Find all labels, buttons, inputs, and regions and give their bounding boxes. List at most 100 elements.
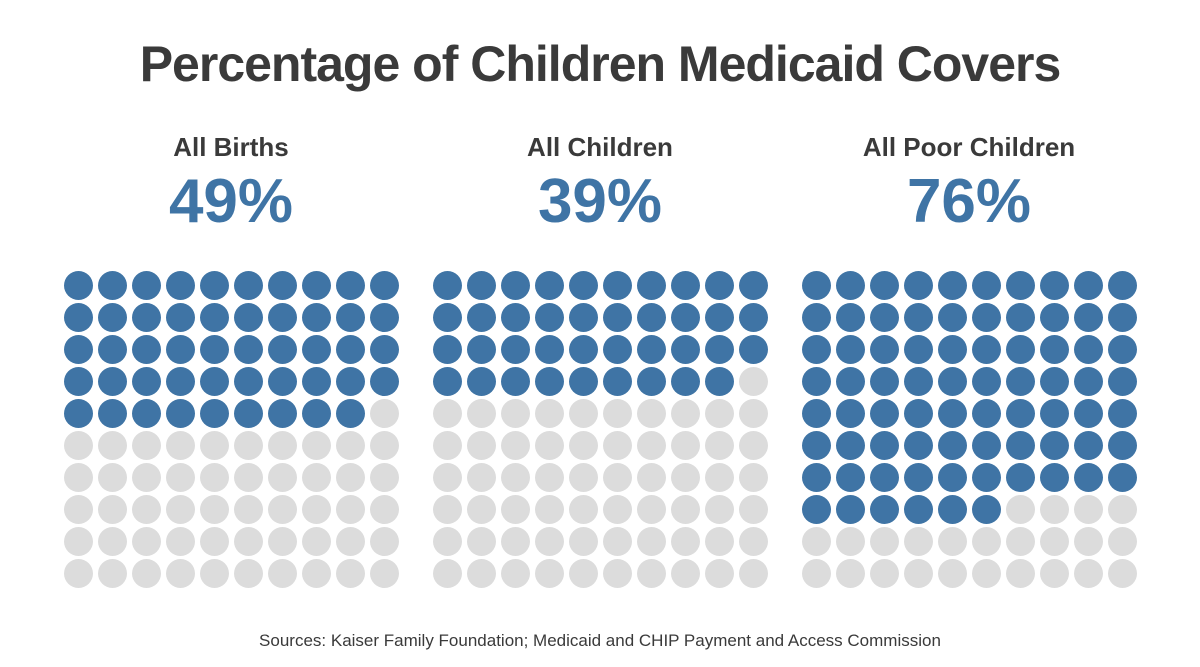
waffle-dot-filled — [971, 367, 1001, 397]
waffle-dot-empty — [97, 495, 127, 525]
waffle-dot-empty — [369, 463, 399, 493]
waffle-dot-empty — [199, 495, 229, 525]
waffle-dot-empty — [534, 463, 564, 493]
waffle-dot-filled — [568, 367, 598, 397]
waffle-dot-filled — [267, 399, 297, 429]
waffle-dot-filled — [835, 303, 865, 333]
waffle-dot-empty — [602, 399, 632, 429]
waffle-dot-filled — [1107, 399, 1137, 429]
waffle-dot-filled — [500, 335, 530, 365]
waffle-dot-empty — [335, 431, 365, 461]
waffle-dot-empty — [602, 431, 632, 461]
waffle-dot-empty — [335, 463, 365, 493]
waffle-dot-empty — [636, 399, 666, 429]
waffle-dot-filled — [1073, 335, 1103, 365]
waffle-dot-filled — [432, 303, 462, 333]
waffle-dot-empty — [1039, 527, 1069, 557]
waffle-dot-filled — [131, 271, 161, 301]
waffle-dot-empty — [670, 559, 700, 589]
waffle-dot-empty — [704, 559, 734, 589]
page-title: Percentage of Children Medicaid Covers — [139, 36, 1062, 92]
waffle-dot-empty — [869, 527, 899, 557]
percentage-value: 49% — [168, 167, 294, 237]
waffle-dot-filled — [165, 399, 195, 429]
waffle-dot-filled — [267, 367, 297, 397]
waffle-dot-filled — [903, 335, 933, 365]
waffle-dot-filled — [1039, 399, 1069, 429]
waffle-dot-empty — [233, 527, 263, 557]
waffle-dot-filled — [534, 335, 564, 365]
waffle-dot-filled — [432, 271, 462, 301]
waffle-dot-empty — [165, 431, 195, 461]
waffle-dot-filled — [500, 367, 530, 397]
waffle-dot-empty — [801, 527, 831, 557]
waffle-dot-empty — [602, 559, 632, 589]
waffle-dot-empty — [63, 495, 93, 525]
waffle-dot-filled — [369, 367, 399, 397]
waffle-dot-filled — [835, 335, 865, 365]
waffle-dot-empty — [233, 495, 263, 525]
waffle-dot-filled — [937, 463, 967, 493]
waffle-dot-filled — [704, 271, 734, 301]
waffle-dot-empty — [63, 559, 93, 589]
waffle-dot-filled — [602, 303, 632, 333]
waffle-dot-empty — [971, 527, 1001, 557]
waffle-dot-empty — [670, 399, 700, 429]
waffle-dot-empty — [738, 431, 768, 461]
waffle-dot-empty — [97, 559, 127, 589]
waffle-dot-filled — [301, 303, 331, 333]
waffle-dot-empty — [568, 463, 598, 493]
waffle-dot-empty — [233, 559, 263, 589]
waffle-dot-empty — [636, 495, 666, 525]
waffle-dot-filled — [602, 367, 632, 397]
waffle-dot-filled — [63, 399, 93, 429]
waffle-dot-empty — [63, 463, 93, 493]
waffle-grid-all-births — [63, 271, 399, 589]
waffle-dot-filled — [937, 399, 967, 429]
waffle-dot-filled — [466, 303, 496, 333]
waffle-dot-filled — [903, 399, 933, 429]
waffle-dot-empty — [738, 399, 768, 429]
waffle-dot-filled — [131, 367, 161, 397]
waffle-dot-empty — [670, 431, 700, 461]
waffle-dot-empty — [568, 431, 598, 461]
waffle-dot-filled — [835, 399, 865, 429]
waffle-dot-filled — [369, 335, 399, 365]
waffle-dot-empty — [301, 495, 331, 525]
waffle-dot-filled — [199, 303, 229, 333]
waffle-dot-empty — [704, 431, 734, 461]
waffle-dot-filled — [971, 335, 1001, 365]
waffle-dot-empty — [500, 399, 530, 429]
waffle-dot-filled — [97, 271, 127, 301]
waffle-dot-filled — [165, 303, 195, 333]
waffle-dot-filled — [335, 367, 365, 397]
waffle-dot-empty — [301, 527, 331, 557]
waffle-dot-empty — [233, 431, 263, 461]
waffle-dot-filled — [267, 335, 297, 365]
waffle-dot-empty — [738, 463, 768, 493]
waffle-dot-empty — [301, 463, 331, 493]
waffle-dot-filled — [801, 271, 831, 301]
waffle-dot-filled — [1005, 463, 1035, 493]
waffle-dot-empty — [199, 559, 229, 589]
waffle-dot-filled — [602, 271, 632, 301]
waffle-dot-empty — [500, 559, 530, 589]
waffle-dot-filled — [971, 431, 1001, 461]
waffle-dot-empty — [568, 495, 598, 525]
category-label: All Poor Children — [862, 132, 1076, 162]
waffle-dot-filled — [1073, 463, 1103, 493]
waffle-dot-filled — [466, 335, 496, 365]
waffle-dot-filled — [1039, 367, 1069, 397]
waffle-dot-filled — [937, 271, 967, 301]
waffle-dot-filled — [835, 495, 865, 525]
waffle-dot-empty — [131, 463, 161, 493]
waffle-dot-filled — [500, 271, 530, 301]
waffle-dot-empty — [131, 495, 161, 525]
category-label: All Children — [527, 132, 673, 162]
waffle-dot-empty — [670, 527, 700, 557]
waffle-dot-filled — [971, 303, 1001, 333]
waffle-dot-filled — [937, 367, 967, 397]
waffle-dot-filled — [432, 367, 462, 397]
waffle-dot-empty — [267, 495, 297, 525]
waffle-dot-empty — [704, 463, 734, 493]
